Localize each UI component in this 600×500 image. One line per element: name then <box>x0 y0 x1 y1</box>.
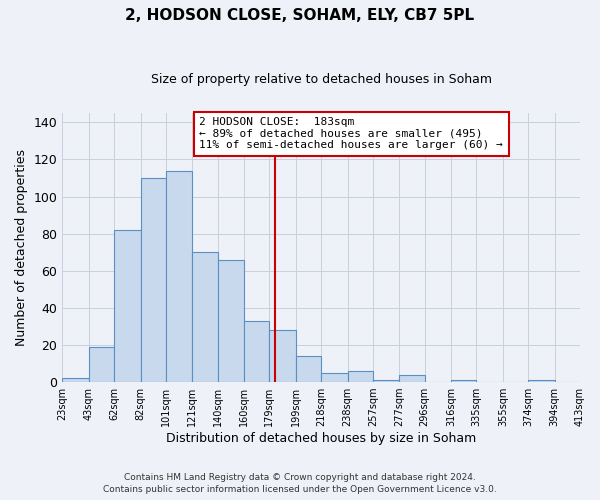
Bar <box>114 230 140 382</box>
Bar <box>451 380 476 382</box>
Bar <box>321 373 347 382</box>
Bar <box>373 380 400 382</box>
Bar <box>89 347 114 382</box>
Y-axis label: Number of detached properties: Number of detached properties <box>15 149 28 346</box>
Bar <box>140 178 166 382</box>
Bar <box>193 252 218 382</box>
Text: 2, HODSON CLOSE, SOHAM, ELY, CB7 5PL: 2, HODSON CLOSE, SOHAM, ELY, CB7 5PL <box>125 8 475 22</box>
Bar <box>166 170 193 382</box>
Bar <box>269 330 296 382</box>
Bar <box>244 321 269 382</box>
Bar <box>62 378 89 382</box>
Bar <box>400 374 425 382</box>
Title: Size of property relative to detached houses in Soham: Size of property relative to detached ho… <box>151 72 491 86</box>
Text: 2 HODSON CLOSE:  183sqm
← 89% of detached houses are smaller (495)
11% of semi-d: 2 HODSON CLOSE: 183sqm ← 89% of detached… <box>199 117 503 150</box>
Bar <box>218 260 244 382</box>
Text: Contains public sector information licensed under the Open Government Licence v3: Contains public sector information licen… <box>103 485 497 494</box>
X-axis label: Distribution of detached houses by size in Soham: Distribution of detached houses by size … <box>166 432 476 445</box>
Bar <box>347 371 373 382</box>
Bar <box>296 356 321 382</box>
Text: Contains HM Land Registry data © Crown copyright and database right 2024.: Contains HM Land Registry data © Crown c… <box>124 474 476 482</box>
Bar <box>528 380 555 382</box>
